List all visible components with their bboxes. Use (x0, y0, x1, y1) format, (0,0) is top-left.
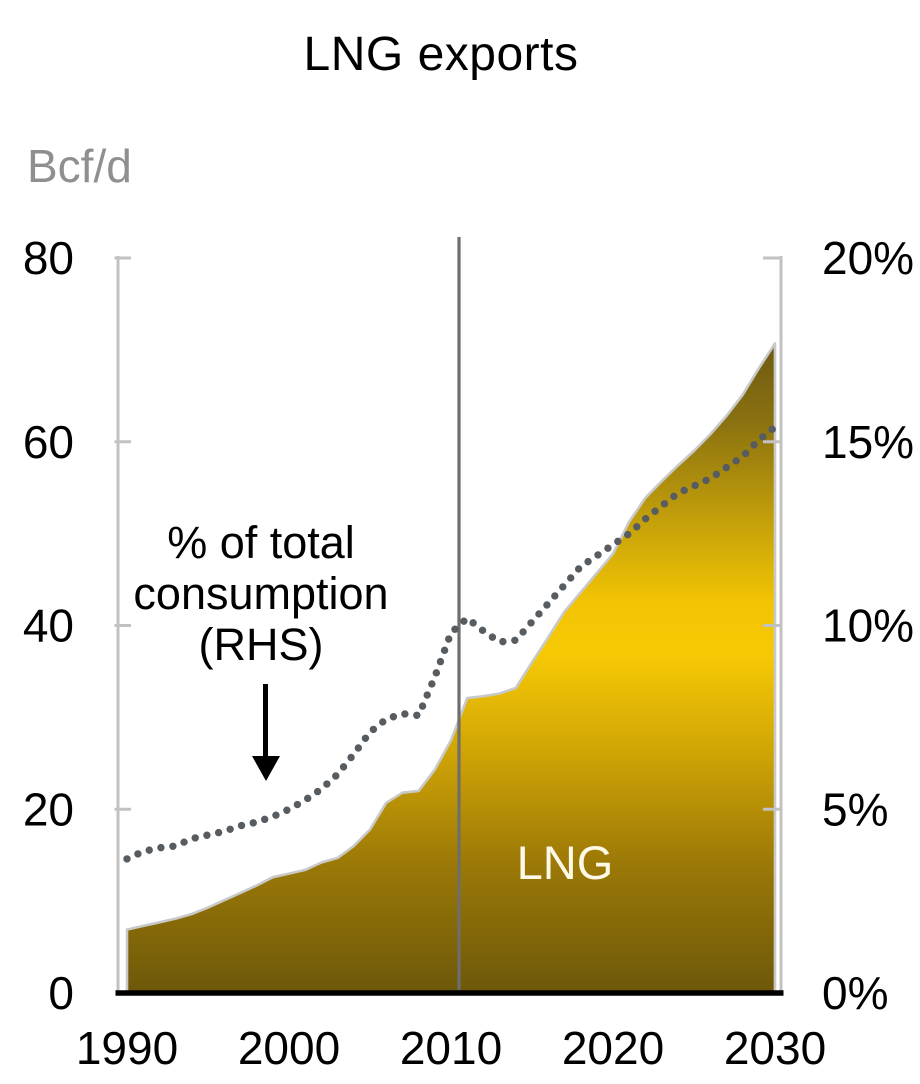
area-series-label: LNG (516, 836, 614, 889)
annotation-arrow-head-icon (252, 756, 280, 781)
left-axis-tick-label: 0 (48, 967, 74, 1019)
right-axis-tick-label: 20% (822, 232, 914, 284)
left-axis-tick-label: 40 (23, 600, 74, 652)
x-axis-tick-label: 2000 (238, 1022, 340, 1074)
right-axis-tick-label: 0% (822, 967, 888, 1019)
left-axis-tick-label: 60 (23, 416, 74, 468)
dotted-series-annotation: % of total consumption (RHS) (61, 517, 461, 670)
right-axis-tick-label: 15% (822, 416, 914, 468)
left-axis-tick-label: 20 (23, 783, 74, 835)
annotation-line-3: (RHS) (198, 619, 324, 670)
x-axis-tick-label: 1990 (76, 1022, 178, 1074)
x-axis-tick-label: 2020 (562, 1022, 664, 1074)
x-axis-tick-label: 2030 (724, 1022, 826, 1074)
annotation-line-1: % of total (167, 517, 355, 568)
annotation-line-2: consumption (133, 568, 389, 619)
x-axis-tick-label: 2010 (400, 1022, 502, 1074)
annotation-arrow-shaft (263, 684, 268, 758)
chart-title: LNG exports (303, 28, 579, 81)
left-axis-tick-label: 80 (23, 232, 74, 284)
right-axis-tick-label: 5% (822, 783, 888, 835)
right-axis-tick-label: 10% (822, 600, 914, 652)
pct-consumption-dotted-series (123, 423, 779, 863)
left-axis-unit-label: Bcf/d (27, 140, 132, 192)
